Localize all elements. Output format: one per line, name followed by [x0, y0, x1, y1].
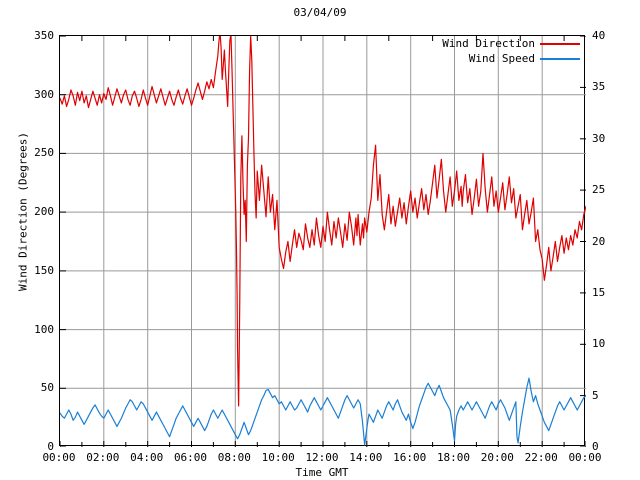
y-axis-right-tick-label: 20 [592, 234, 606, 248]
x-axis-tick-label: 02:00 [86, 451, 120, 464]
chart-title: 03/04/09 [293, 6, 347, 19]
x-axis-tick-label: 18:00 [436, 451, 471, 464]
y-axis-right-tick-label: 25 [592, 183, 606, 197]
x-axis-tick-label: 04:00 [130, 451, 164, 464]
x-axis-tick-label: 08:00 [217, 451, 251, 464]
y-axis-left-tick-label: 150 [34, 263, 54, 277]
y-axis-left-tick-label: 50 [40, 381, 54, 395]
y-axis-right-tick-label: 5 [592, 388, 599, 402]
x-axis-tick-label: 16:00 [393, 451, 427, 464]
wind-direction-line [60, 36, 586, 407]
y-axis-right-tick-label: 15 [592, 285, 606, 299]
y-axis-right-tick-label: 30 [592, 131, 606, 145]
wind-speed-line [60, 377, 586, 446]
y-axis-left-tick-label: 250 [34, 146, 54, 160]
y-axis-right-tick-label: 40 [592, 29, 606, 42]
y-axis-left-tick-label: 100 [34, 322, 54, 336]
y-axis-right-tick-label: 35 [592, 80, 606, 94]
y-axis-right-label: Wind Speed (m/s) [619, 0, 632, 30]
plot-canvas [60, 36, 586, 447]
x-axis-label: Time GMT [295, 466, 349, 479]
y-axis-left-tick-label: 200 [34, 205, 54, 219]
x-axis-tick-label: 06:00 [173, 451, 208, 464]
gridlines [60, 36, 586, 447]
legend-item-wind-direction: Wind Direction [420, 36, 580, 51]
y-axis-right-tick-label: 0 [592, 440, 599, 453]
x-axis-tick-label: 10:00 [261, 451, 295, 464]
chart-legend: Wind Direction Wind Speed [420, 36, 580, 66]
axis-tickmarks [60, 36, 586, 447]
x-axis-tick-label: 12:00 [305, 451, 339, 464]
legend-label-wind-speed: Wind Speed [468, 52, 535, 65]
legend-swatch-wind-direction [540, 42, 580, 45]
plot-area [59, 35, 586, 447]
y-axis-right-tick-label: 10 [592, 337, 606, 351]
legend-label-wind-direction: Wind Direction [442, 37, 535, 50]
legend-swatch-wind-speed [540, 57, 580, 60]
y-axis-left-tick-label: 350 [34, 29, 54, 42]
x-axis-tick-label: 00:00 [568, 451, 602, 464]
x-axis-tick-label: 22:00 [524, 451, 558, 464]
x-axis-tick-label: 00:00 [42, 451, 76, 464]
y-axis-left-tick-label: 0 [47, 440, 54, 453]
x-axis-tick-label: 20:00 [480, 451, 514, 464]
x-axis-tick-label: 14:00 [349, 451, 383, 464]
legend-item-wind-speed: Wind Speed [420, 51, 580, 66]
y-axis-left-tick-label: 300 [34, 87, 54, 101]
